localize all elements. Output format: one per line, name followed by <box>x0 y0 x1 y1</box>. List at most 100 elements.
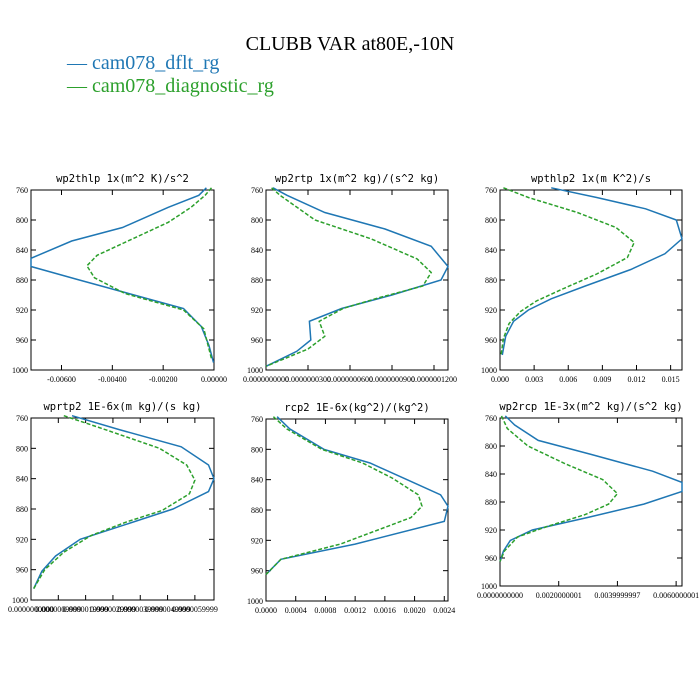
series-line-dflt <box>499 415 683 562</box>
series-line-diagnostic <box>499 415 619 562</box>
series-line-diagnostic <box>33 414 196 589</box>
y-tick-label: 880 <box>16 505 28 514</box>
panel-title: wpthlp2 1x(m K^2)/s <box>531 173 651 185</box>
y-tick-label: 1000 <box>12 596 28 605</box>
series-line-dflt <box>30 187 215 363</box>
series-line-dflt <box>265 187 449 367</box>
y-tick-label: 880 <box>251 276 263 285</box>
legend-label-dflt: cam078_dflt_rg <box>92 52 219 74</box>
y-tick-label: 840 <box>485 246 497 255</box>
y-tick-label: 800 <box>251 445 263 454</box>
y-tick-label: 760 <box>16 186 28 195</box>
y-tick-label: 880 <box>485 498 497 507</box>
y-tick-label: 840 <box>251 246 263 255</box>
legend-label-diagnostic: cam078_diagnostic_rg <box>92 75 274 97</box>
plot-frame <box>265 418 449 602</box>
panel-title: wp2rtp 1x(m^2 kg)/(s^2 kg) <box>275 173 439 185</box>
x-tick-label: 0.0000009999 <box>35 605 81 614</box>
x-tick-label: -0.00600 <box>47 375 76 384</box>
y-tick-label: 920 <box>16 535 28 544</box>
y-tick-label: 760 <box>16 414 28 423</box>
series-line-diagnostic <box>265 416 423 576</box>
y-tick-label: 920 <box>485 306 497 315</box>
y-tick-label: 960 <box>485 336 497 345</box>
y-tick-label: 800 <box>485 442 497 451</box>
y-tick-label: 920 <box>251 536 263 545</box>
x-tick-label: 0.0000019999 <box>63 605 109 614</box>
x-tick-label: 0.0000000900 <box>369 375 415 384</box>
x-tick-label: 0.006 <box>559 375 577 384</box>
x-tick-label: 0.009 <box>593 375 611 384</box>
series-line-dflt <box>33 414 215 589</box>
y-tick-label: 760 <box>485 414 497 423</box>
y-tick-label: 1000 <box>12 366 28 375</box>
x-tick-label: 0.0000 <box>255 606 277 615</box>
panel-2: wp2rtp 1x(m^2 kg)/(s^2 kg) 760 800 840 880 92… <box>243 173 457 384</box>
y-tick-label: 960 <box>251 336 263 345</box>
x-tick-label: 0.0039999997 <box>594 591 640 600</box>
series-line-diagnostic <box>85 187 213 359</box>
panel-title: wp2rcp 1E-3x(m^2 kg)/(s^2 kg) <box>499 401 682 413</box>
y-tick-label: 800 <box>251 216 263 225</box>
y-tick-label: 880 <box>485 276 497 285</box>
y-tick-label: 840 <box>485 470 497 479</box>
x-tick-label: 0.0060000001 <box>653 591 699 600</box>
y-tick-label: 960 <box>16 336 28 345</box>
y-tick-label: 840 <box>16 475 28 484</box>
plot-frame <box>265 189 449 371</box>
x-tick-label: 0.0000039999 <box>117 605 163 614</box>
x-tick-label: 0.012 <box>628 375 646 384</box>
x-tick-label: 0.0000000000 <box>477 591 523 600</box>
x-tick-label: 0.0020000001 <box>536 591 582 600</box>
y-tick-label: 760 <box>251 415 263 424</box>
series-line-diagnostic <box>265 187 433 367</box>
x-tick-label: 0.0004 <box>285 606 307 615</box>
y-tick-label: 920 <box>485 526 497 535</box>
y-tick-label: 880 <box>251 506 263 515</box>
panel-1: wp2thlp 1x(m^2 K)/s^2 760 800 840 880 920 960 1… <box>12 173 227 384</box>
x-tick-label: 0.0020 <box>404 606 426 615</box>
legend-entry-dflt: — cam078_dflt_rg <box>66 52 219 74</box>
series-line-dflt <box>501 187 683 356</box>
x-tick-label: 0.003 <box>525 375 543 384</box>
y-tick-label: 760 <box>251 186 263 195</box>
x-tick-label: 0.0000029999 <box>90 605 136 614</box>
y-tick-label: 880 <box>16 276 28 285</box>
x-tick-label: 0.0000000600 <box>327 375 373 384</box>
x-tick-label: 0.015 <box>662 375 680 384</box>
series-line-dflt <box>265 416 449 576</box>
y-tick-label: 800 <box>485 216 497 225</box>
y-tick-label: 1000 <box>481 366 497 375</box>
panel-title: rcp2 1E-6x(kg^2)/(kg^2) <box>284 402 429 414</box>
y-tick-label: 960 <box>251 567 263 576</box>
y-tick-label: 1000 <box>247 597 263 606</box>
figure-title: CLUBB VAR at80E,-10N <box>246 33 455 55</box>
y-tick-label: 920 <box>16 306 28 315</box>
panel-title: wprtp2 1E-6x(m kg)/(s kg) <box>43 401 201 413</box>
x-tick-label: -0.00400 <box>98 375 127 384</box>
y-tick-label: 920 <box>251 306 263 315</box>
x-tick-label: 0.0012 <box>344 606 366 615</box>
panel-4: wprtp2 1E-6x(m kg)/(s kg) 760 800 840 880 920… <box>8 401 218 614</box>
legend: — cam078_dflt_rg — cam078_diagnostic_rg <box>66 52 274 97</box>
y-tick-label: 840 <box>251 476 263 485</box>
panel-5: rcp2 1E-6x(kg^2)/(kg^2) 760 800 840 880 920 96… <box>247 402 455 615</box>
y-tick-label: 960 <box>485 554 497 563</box>
x-tick-label: -0.00200 <box>149 375 178 384</box>
y-tick-label: 1000 <box>247 366 263 375</box>
x-tick-label: 0.0000000000 <box>8 605 54 614</box>
plot-frame <box>30 417 215 601</box>
x-tick-label: 0.0008 <box>314 606 336 615</box>
panel-3: wpthlp2 1x(m K^2)/s 760 800 840 880 920 960 100… <box>481 173 683 384</box>
y-tick-label: 760 <box>485 186 497 195</box>
plot-frame <box>499 417 683 587</box>
x-tick-label: 0.0000001200 <box>411 375 457 384</box>
x-tick-label: 0.0024 <box>433 606 455 615</box>
x-tick-label: 0.0016 <box>374 606 396 615</box>
y-tick-label: 800 <box>16 216 28 225</box>
panel-6: wp2rcp 1E-3x(m^2 kg)/(s^2 kg)760 800 840 88… <box>477 401 699 600</box>
x-tick-label: 0.0000059999 <box>172 605 218 614</box>
series-line-diagnostic <box>500 187 636 356</box>
plot-frame <box>30 189 215 371</box>
